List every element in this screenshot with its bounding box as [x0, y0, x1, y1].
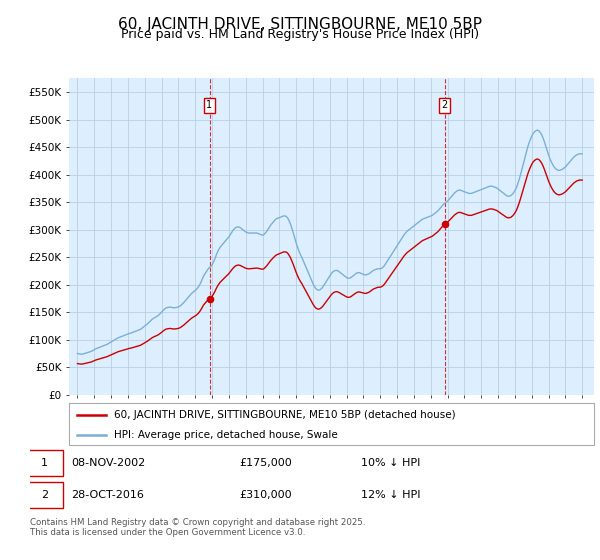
Text: £310,000: £310,000: [240, 490, 292, 500]
Text: £175,000: £175,000: [240, 458, 293, 468]
Text: 2: 2: [442, 100, 448, 110]
FancyBboxPatch shape: [69, 403, 594, 445]
FancyBboxPatch shape: [26, 482, 63, 508]
Point: [440, 220, 449, 228]
FancyBboxPatch shape: [26, 450, 63, 475]
Text: 1: 1: [41, 458, 48, 468]
Text: 1: 1: [206, 100, 212, 110]
Text: 2: 2: [41, 490, 48, 500]
Text: HPI: Average price, detached house, Swale: HPI: Average price, detached house, Swal…: [113, 430, 337, 440]
Text: Price paid vs. HM Land Registry's House Price Index (HPI): Price paid vs. HM Land Registry's House …: [121, 28, 479, 41]
Text: 10% ↓ HPI: 10% ↓ HPI: [361, 458, 421, 468]
Point: [205, 294, 214, 303]
Text: 60, JACINTH DRIVE, SITTINGBOURNE, ME10 5BP (detached house): 60, JACINTH DRIVE, SITTINGBOURNE, ME10 5…: [113, 409, 455, 419]
Text: 60, JACINTH DRIVE, SITTINGBOURNE, ME10 5BP: 60, JACINTH DRIVE, SITTINGBOURNE, ME10 5…: [118, 17, 482, 32]
Text: 28-OCT-2016: 28-OCT-2016: [71, 490, 144, 500]
Text: 12% ↓ HPI: 12% ↓ HPI: [361, 490, 421, 500]
Text: Contains HM Land Registry data © Crown copyright and database right 2025.
This d: Contains HM Land Registry data © Crown c…: [30, 518, 365, 538]
Text: 08-NOV-2002: 08-NOV-2002: [71, 458, 146, 468]
